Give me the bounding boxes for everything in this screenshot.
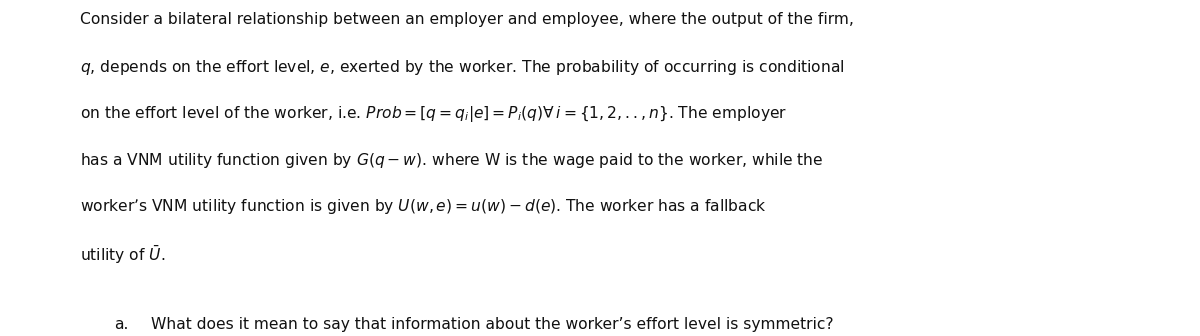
Text: on the effort level of the worker, i.e. $\mathit{Prob} = [q = q_i|e] = P_i(q)\fo: on the effort level of the worker, i.e. … [80, 104, 787, 125]
Text: worker’s VNM utility function is given by $U(w, e) = u(w) - d(e)$. The worker ha: worker’s VNM utility function is given b… [80, 197, 767, 216]
Text: has a VNM utility function given by $G(q - w)$. where W is the wage paid to the : has a VNM utility function given by $G(q… [80, 151, 824, 170]
Text: a.: a. [114, 317, 128, 332]
Text: Consider a bilateral relationship between an employer and employee, where the ou: Consider a bilateral relationship betwee… [80, 12, 854, 27]
Text: $q$, depends on the effort level, $e$, exerted by the worker. The probability of: $q$, depends on the effort level, $e$, e… [80, 58, 845, 77]
Text: utility of $\bar{U}$.: utility of $\bar{U}$. [80, 244, 166, 266]
Text: What does it mean to say that information about the worker’s effort level is sym: What does it mean to say that informatio… [151, 317, 834, 332]
